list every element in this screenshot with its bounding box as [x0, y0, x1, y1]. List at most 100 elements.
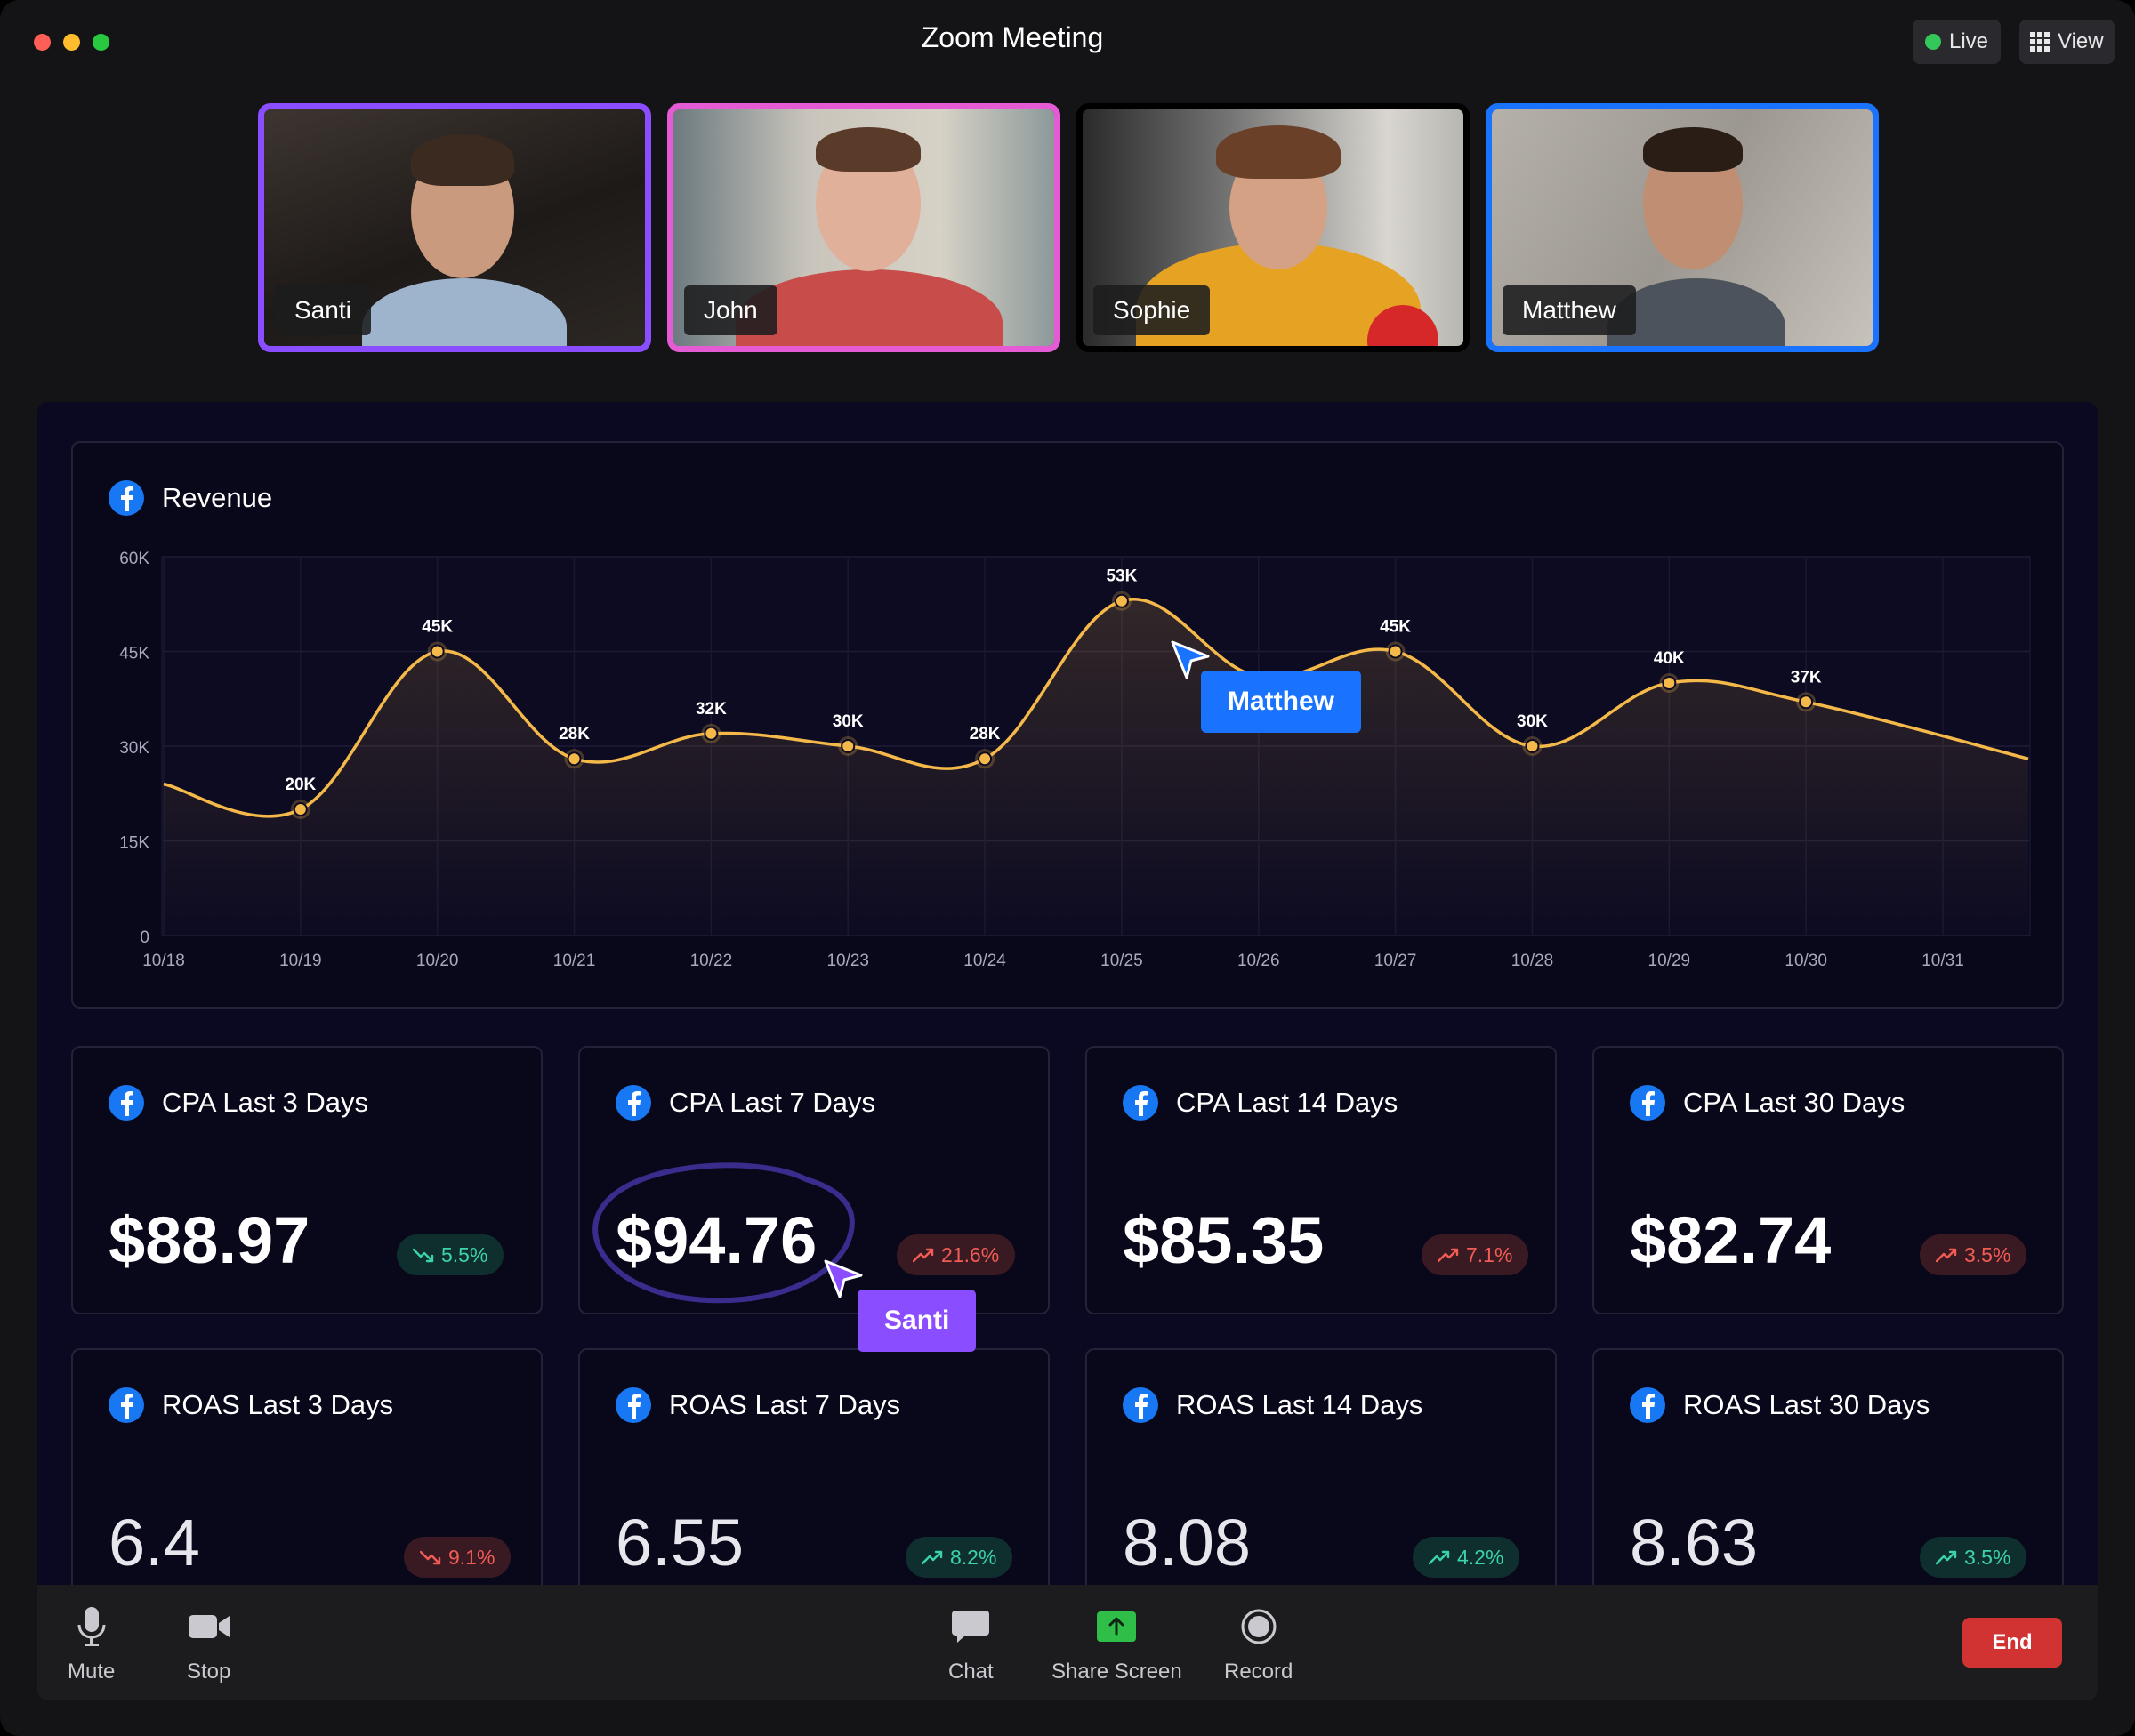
participant-name: John	[684, 285, 777, 335]
data-point	[1388, 644, 1403, 659]
facebook-icon	[616, 1085, 651, 1121]
change-badge: 5.5%	[397, 1234, 504, 1275]
revenue-area	[164, 599, 2028, 936]
grid-icon	[2030, 32, 2050, 52]
share-screen-button[interactable]: Share Screen	[1051, 1604, 1182, 1684]
data-point	[430, 644, 445, 659]
participant-name: Santi	[275, 285, 371, 335]
trend-down-icon	[413, 1248, 434, 1263]
change-badge: 9.1%	[404, 1537, 512, 1578]
data-point	[1662, 676, 1677, 690]
minimize-window-button[interactable]	[63, 34, 80, 51]
x-tick-label: 10/25	[1100, 952, 1143, 970]
change-badge: 21.6%	[897, 1234, 1016, 1275]
card-title: ROAS Last 30 Days	[1683, 1389, 1930, 1420]
facebook-icon	[1630, 1387, 1665, 1423]
card-value: 8.63	[1630, 1506, 1759, 1579]
trend-up-icon	[922, 1550, 943, 1565]
annotation-circle	[592, 1162, 855, 1304]
record-label: Record	[1224, 1660, 1293, 1684]
data-label: 32K	[696, 700, 727, 719]
trend-up-icon	[1936, 1248, 1957, 1263]
share-screen-label: Share Screen	[1051, 1660, 1182, 1684]
data-point	[841, 739, 856, 753]
card-value: 6.55	[616, 1506, 745, 1579]
change-badge: 3.5%	[1920, 1234, 2027, 1275]
santi-cursor-icon	[824, 1259, 863, 1298]
data-point	[1525, 739, 1540, 753]
data-point	[704, 726, 719, 741]
card-title: CPA Last 14 Days	[1176, 1087, 1398, 1118]
record-icon	[1241, 1609, 1277, 1644]
facebook-icon	[1123, 1387, 1158, 1423]
data-label: 45K	[422, 618, 453, 637]
x-tick-label: 10/31	[1922, 952, 1964, 970]
data-label: 28K	[970, 725, 1001, 743]
card-title: ROAS Last 3 Days	[162, 1389, 394, 1420]
x-tick-label: 10/30	[1785, 952, 1827, 970]
data-label: 37K	[1791, 668, 1822, 687]
facebook-icon	[109, 1085, 144, 1121]
facebook-icon	[109, 480, 144, 516]
video-tile-sophie[interactable]: Sophie	[1076, 103, 1470, 352]
trend-up-icon	[1429, 1550, 1450, 1565]
y-tick-label: 0	[140, 928, 149, 947]
data-point	[567, 751, 582, 767]
card-value: $85.35	[1123, 1203, 1325, 1277]
card-title: ROAS Last 14 Days	[1176, 1389, 1423, 1420]
x-tick-label: 10/22	[690, 952, 733, 970]
shared-dashboard: Revenue 0 15K 30K 45K 60K 10/18 10/19 10/20 10/…	[37, 402, 2098, 1700]
roas-14-days-card: ROAS Last 14 Days 8.08 4.2%	[1085, 1348, 1557, 1617]
close-window-button[interactable]	[34, 34, 51, 51]
x-tick-label: 10/27	[1374, 952, 1417, 970]
video-tile-matthew[interactable]: Matthew	[1486, 103, 1879, 352]
revenue-title: Revenue	[162, 482, 273, 513]
window-title: Zoom Meeting	[921, 21, 1104, 53]
cpa-3-days-card: CPA Last 3 Days $88.97 5.5%	[71, 1046, 543, 1314]
data-label: 20K	[285, 776, 316, 794]
stop-video-button[interactable]: Stop	[187, 1604, 230, 1684]
matthew-cursor-icon	[1171, 640, 1210, 679]
video-tile-john[interactable]: John	[667, 103, 1060, 352]
video-camera-icon	[188, 1615, 230, 1638]
window-controls	[34, 34, 109, 51]
cpa-14-days-card: CPA Last 14 Days $85.35 7.1%	[1085, 1046, 1557, 1314]
x-tick-label: 10/20	[416, 952, 459, 970]
santi-cursor-label: Santi	[858, 1290, 977, 1352]
maximize-window-button[interactable]	[93, 34, 109, 51]
roas-30-days-card: ROAS Last 30 Days 8.63 3.5%	[1592, 1348, 2064, 1617]
cpa-30-days-card: CPA Last 30 Days $82.74 3.5%	[1592, 1046, 2064, 1314]
microphone-icon	[77, 1607, 106, 1646]
revenue-card-header: Revenue	[109, 480, 272, 516]
data-label: 40K	[1654, 649, 1685, 668]
mute-label: Mute	[68, 1660, 116, 1684]
trend-up-icon	[1936, 1550, 1957, 1565]
video-tile-santi[interactable]: Santi	[258, 103, 651, 352]
mute-button[interactable]: Mute	[68, 1604, 115, 1684]
y-tick-label: 15K	[119, 834, 149, 853]
live-button[interactable]: Live	[1913, 20, 2002, 64]
revenue-line-chart: 0 15K 30K 45K 60K 10/18 10/19 10/20 10/21 10/22 1…	[119, 550, 2031, 970]
facebook-icon	[109, 1387, 144, 1423]
revenue-card: Revenue 0 15K 30K 45K 60K 10/18 10/19 10/20 10/…	[71, 441, 2064, 1009]
x-tick-label: 10/19	[279, 952, 322, 970]
trend-up-icon	[913, 1248, 934, 1263]
participant-name: Sophie	[1093, 285, 1211, 335]
data-point	[293, 802, 308, 816]
meeting-toolbar: Mute Stop Chat	[37, 1585, 2098, 1700]
view-button[interactable]: View	[2019, 20, 2115, 64]
change-badge: 3.5%	[1920, 1537, 2027, 1578]
card-title: CPA Last 30 Days	[1683, 1087, 1905, 1118]
trend-up-icon	[1438, 1248, 1459, 1263]
facebook-icon	[1123, 1085, 1158, 1121]
stop-label: Stop	[187, 1660, 231, 1684]
end-meeting-button[interactable]: End	[1962, 1618, 2062, 1668]
view-label: View	[2058, 29, 2104, 53]
data-label: 45K	[1380, 618, 1411, 637]
x-tick-label: 10/23	[826, 952, 869, 970]
record-button[interactable]: Record	[1224, 1604, 1293, 1684]
card-value: $94.76	[616, 1203, 818, 1277]
chat-button[interactable]: Chat	[948, 1604, 994, 1684]
x-tick-label: 10/24	[963, 952, 1006, 970]
